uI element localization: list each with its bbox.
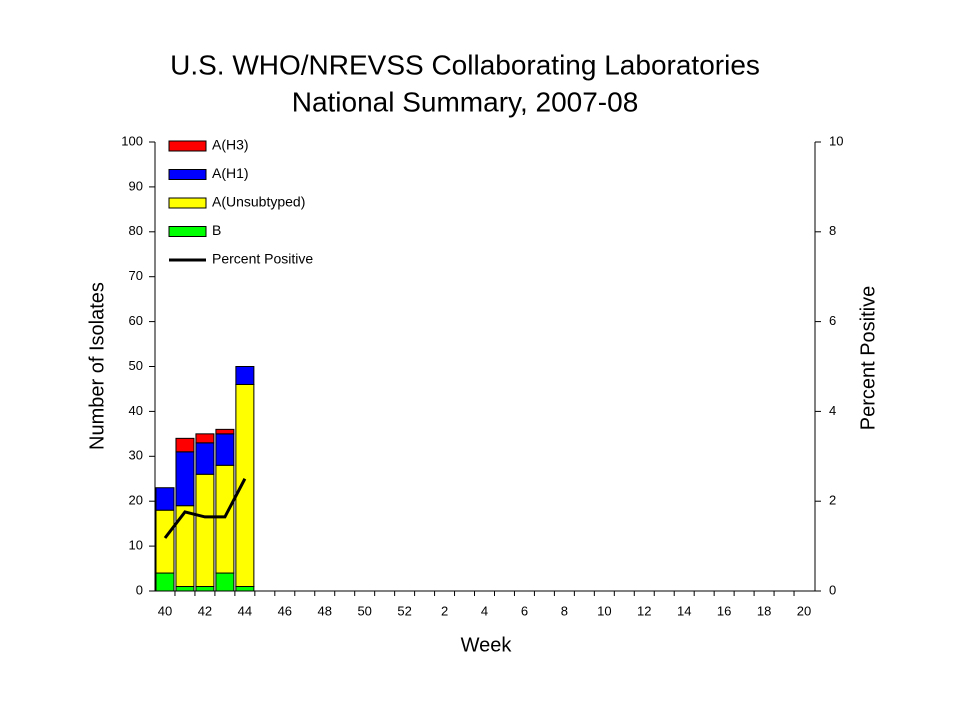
x-tick-label: 44: [238, 603, 252, 618]
x-tick-label: 18: [757, 603, 771, 618]
x-tick-label: 42: [198, 603, 212, 618]
y-tick-label: 60: [129, 313, 143, 328]
bar-segment: [195, 586, 215, 592]
x-tick-label: 50: [357, 603, 371, 618]
x-axis-title: Week: [461, 634, 513, 656]
bar-segment: [215, 433, 235, 466]
bar-segment: [175, 451, 195, 507]
y-tick-label: 100: [121, 133, 143, 148]
y-tick-label: 40: [129, 403, 143, 418]
y-tick-label: 30: [129, 448, 143, 463]
y2-axis-title: Percent Positive: [857, 286, 879, 431]
y-tick-label: 0: [136, 582, 143, 597]
bar-segment: [195, 433, 215, 444]
x-tick-label: 4: [481, 603, 488, 618]
y-tick-label: 70: [129, 268, 143, 283]
y2-tick-label: 0: [829, 582, 836, 597]
x-tick-label: 40: [158, 603, 172, 618]
y2-tick-label: 8: [829, 223, 836, 238]
bar-segment: [235, 586, 255, 592]
x-tick-label: 48: [318, 603, 332, 618]
x-tick-label: 6: [521, 603, 528, 618]
x-tick-label: 20: [797, 603, 811, 618]
bar-segment: [235, 366, 255, 385]
bar-segment: [175, 586, 195, 592]
bar-segment: [155, 509, 175, 574]
y-tick-label: 50: [129, 358, 143, 373]
legend-swatch: [168, 140, 207, 152]
bar-segment: [175, 437, 195, 453]
x-tick-label: 2: [441, 603, 448, 618]
legend-label: A(Unsubtyped): [212, 194, 305, 210]
bar-segment: [235, 383, 255, 588]
x-tick-label: 10: [597, 603, 611, 618]
y2-tick-label: 6: [829, 313, 836, 328]
chart-title: U.S. WHO/NREVSS Collaborating Laboratori…: [170, 49, 760, 80]
y-tick-label: 10: [129, 538, 143, 553]
y2-tick-label: 10: [829, 133, 843, 148]
y2-tick-label: 4: [829, 403, 836, 418]
y-tick-label: 20: [129, 493, 143, 508]
legend-label: Percent Positive: [212, 251, 313, 267]
y-axis-title: Number of Isolates: [86, 282, 108, 450]
y-tick-label: 90: [129, 178, 143, 193]
bar-segment: [215, 572, 235, 592]
x-tick-label: 52: [397, 603, 411, 618]
y2-tick-label: 2: [829, 493, 836, 508]
bar-segment: [155, 487, 175, 511]
x-tick-label: 16: [717, 603, 731, 618]
chart-title: National Summary, 2007-08: [292, 86, 639, 117]
line-series: [163, 478, 247, 539]
legend-label: B: [212, 222, 221, 238]
x-tick-label: 8: [561, 603, 568, 618]
bar-segment: [215, 464, 235, 574]
y-tick-label: 80: [129, 223, 143, 238]
legend-swatch: [168, 169, 207, 180]
x-tick-label: 46: [278, 603, 292, 618]
legend-label: A(H3): [212, 137, 249, 153]
bar-segment: [195, 473, 215, 588]
bar-segment: [215, 428, 235, 435]
legend-label: A(H1): [212, 165, 249, 181]
legend-swatch: [168, 226, 207, 237]
bar-segment: [155, 572, 175, 592]
bar-segment: [195, 442, 215, 475]
legend-swatch: [168, 197, 207, 209]
x-tick-label: 12: [637, 603, 651, 618]
x-tick-label: 14: [677, 603, 691, 618]
